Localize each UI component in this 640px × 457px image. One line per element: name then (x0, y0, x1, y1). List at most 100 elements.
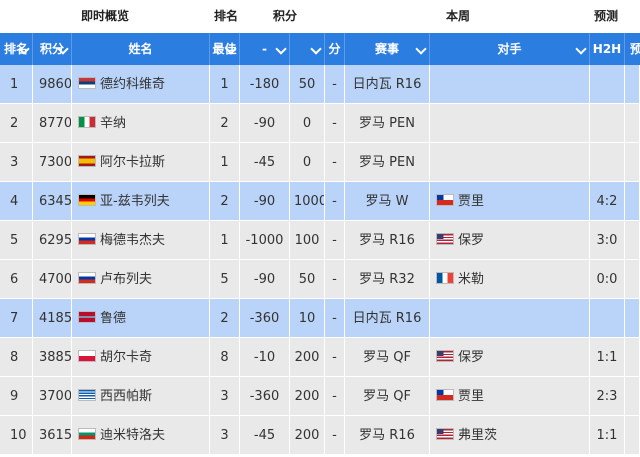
defend-cell: 50 (290, 260, 325, 299)
event-text: 日内瓦 R16 (352, 77, 422, 92)
cell (625, 416, 640, 455)
column-header[interactable]: 最佳 (210, 33, 240, 65)
h2h-cell (590, 143, 625, 182)
points-cell: 9860 (33, 65, 72, 104)
status-cell: - (325, 416, 345, 455)
opponent-text: 米勒 (458, 272, 485, 287)
name-text: 辛纳 (100, 116, 127, 131)
defend-cell: 1000 (290, 182, 325, 221)
column-header[interactable]: 赛事 (345, 33, 430, 65)
h2h-cell: 4:2 (590, 182, 625, 221)
opponent-text: 贾里 (458, 389, 485, 404)
rank-cell: 2 (0, 104, 33, 143)
best-cell: 2 (210, 299, 240, 338)
column-header[interactable]: 预测 (625, 33, 640, 65)
rank-cell: 7 (0, 299, 33, 338)
column-header[interactable]: 分 (325, 33, 345, 65)
change-text: -360 (249, 389, 280, 404)
best-text: 2 (220, 311, 229, 326)
column-header[interactable]: 姓名 (72, 33, 210, 65)
status-cell: - (325, 143, 345, 182)
h2h-text: 2:3 (596, 389, 618, 404)
name-text: 德约科维奇 (100, 77, 166, 92)
status-text: - (332, 272, 337, 287)
flag-icon (78, 233, 96, 245)
defend-cell: 10 (290, 299, 325, 338)
points-text: 8770 (39, 116, 72, 131)
rank-cell: 5 (0, 221, 33, 260)
rank-text: 7 (10, 311, 19, 326)
status-text: - (332, 311, 337, 326)
flag-icon (436, 428, 454, 440)
column-header[interactable]: 排名 (0, 33, 33, 65)
defend-text: 50 (298, 272, 316, 287)
name-cell: 辛纳 (72, 104, 210, 143)
column-header[interactable]: 对手 (430, 33, 590, 65)
group-header: 积分 (272, 9, 297, 23)
name-text: 西西帕斯 (100, 389, 153, 404)
rank-cell: 6 (0, 260, 33, 299)
status-cell: - (325, 104, 345, 143)
opponent-cell (430, 65, 590, 104)
defend-cell: 200 (290, 377, 325, 416)
column-header[interactable]: 积分 (33, 33, 72, 65)
points-cell: 6345 (33, 182, 72, 221)
column-header[interactable] (290, 33, 325, 65)
points-text: 3885 (39, 350, 72, 365)
h2h-text: 0:0 (596, 272, 618, 287)
group-header: 即时概览 (80, 9, 129, 23)
change-cell: -90 (240, 260, 290, 299)
points-cell: 6295 (33, 221, 72, 260)
sort-icon (57, 43, 69, 55)
change-text: -90 (253, 272, 276, 287)
h2h-text: 1:1 (596, 350, 618, 365)
points-cell: 8770 (33, 104, 72, 143)
h2h-text: 4:2 (596, 194, 618, 209)
event-text: 罗马 R16 (359, 233, 415, 248)
name-cell: 卢布列夫 (72, 260, 210, 299)
change-cell: -90 (240, 104, 290, 143)
status-text: - (332, 116, 337, 131)
points-cell: 3700 (33, 377, 72, 416)
status-cell: - (325, 338, 345, 377)
h2h-cell (590, 65, 625, 104)
change-text: -360 (249, 311, 280, 326)
column-header[interactable]: - (240, 33, 290, 65)
opponent-cell: 贾里 (430, 182, 590, 221)
event-cell: 罗马 R32 (345, 260, 430, 299)
opponent-text: 贾里 (458, 194, 485, 209)
sort-icon (18, 43, 30, 55)
rank-text: 4 (10, 194, 19, 209)
group-header: 本周 (445, 9, 470, 23)
flag-icon (436, 194, 454, 206)
cell (625, 377, 640, 416)
points-text: 9860 (39, 77, 72, 92)
cell (625, 260, 640, 299)
defend-cell: 100 (290, 221, 325, 260)
change-cell: -45 (240, 143, 290, 182)
name-text: 卢布列夫 (100, 272, 153, 287)
points-cell: 7300 (33, 143, 72, 182)
points-cell: 3885 (33, 338, 72, 377)
name-text: 亚-兹韦列夫 (100, 194, 170, 209)
event-cell: 罗马 W (345, 182, 430, 221)
event-cell: 罗马 PEN (345, 143, 430, 182)
status-text: - (332, 155, 337, 170)
flag-icon (78, 428, 96, 440)
rank-cell: 8 (0, 338, 33, 377)
opponent-cell: 贾里 (430, 377, 590, 416)
status-text: - (332, 233, 337, 248)
status-cell: - (325, 221, 345, 260)
column-header[interactable]: H2H (590, 33, 625, 65)
opponent-cell: 保罗 (430, 338, 590, 377)
h2h-cell (590, 299, 625, 338)
h2h-cell: 2:3 (590, 377, 625, 416)
flag-icon (78, 272, 96, 284)
change-cell: -180 (240, 65, 290, 104)
cell (625, 338, 640, 377)
event-cell: 罗马 R16 (345, 221, 430, 260)
event-cell: 罗马 PEN (345, 104, 430, 143)
opponent-cell: 弗里茨 (430, 416, 590, 455)
event-text: 罗马 PEN (359, 116, 415, 131)
change-text: -10 (253, 350, 276, 365)
